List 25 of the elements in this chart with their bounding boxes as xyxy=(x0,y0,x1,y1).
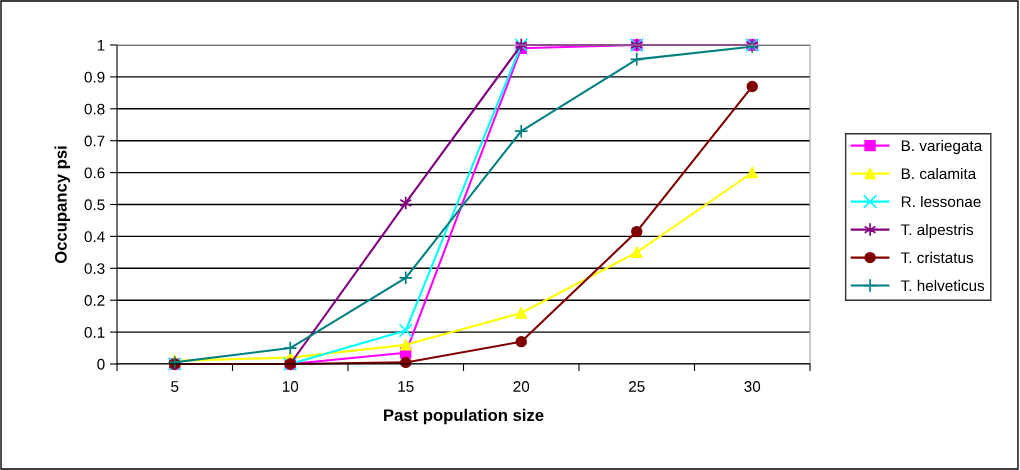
x-tick-label: 25 xyxy=(629,381,645,392)
x-tick-label: 30 xyxy=(744,381,761,392)
legend-label: T. cristatus xyxy=(900,251,974,264)
y-tick-label: 0.8 xyxy=(84,103,105,115)
x-tick-label: 15 xyxy=(398,381,414,392)
legend-label: T. alpestris xyxy=(900,223,974,239)
y-tick-label: 0.6 xyxy=(84,167,105,179)
y-axis-title: Occupancy psi xyxy=(54,146,71,264)
y-tick-label: 0.3 xyxy=(84,263,105,274)
x-tick-label: 20 xyxy=(513,381,530,392)
x-tick-label: 5 xyxy=(171,381,179,392)
y-tick-label: 0.5 xyxy=(84,199,105,211)
y-tick-label: 0.4 xyxy=(84,231,105,243)
legend-label: T. helveticus xyxy=(900,279,985,292)
legend-label: B. variegata xyxy=(901,139,983,155)
x-axis-title: Past population size xyxy=(384,408,544,425)
x-tick-label: 10 xyxy=(282,381,299,392)
y-tick-label: 0.9 xyxy=(84,71,105,83)
legend-label: B. calamita xyxy=(901,167,977,180)
y-tick-label: 0 xyxy=(97,358,105,370)
y-tick-label: 0.2 xyxy=(84,295,105,306)
y-tick-label: 1 xyxy=(97,40,105,51)
y-tick-label: 0.7 xyxy=(84,135,105,147)
y-tick-label: 0.1 xyxy=(84,326,105,338)
legend-label: R. lessonae xyxy=(901,195,981,208)
